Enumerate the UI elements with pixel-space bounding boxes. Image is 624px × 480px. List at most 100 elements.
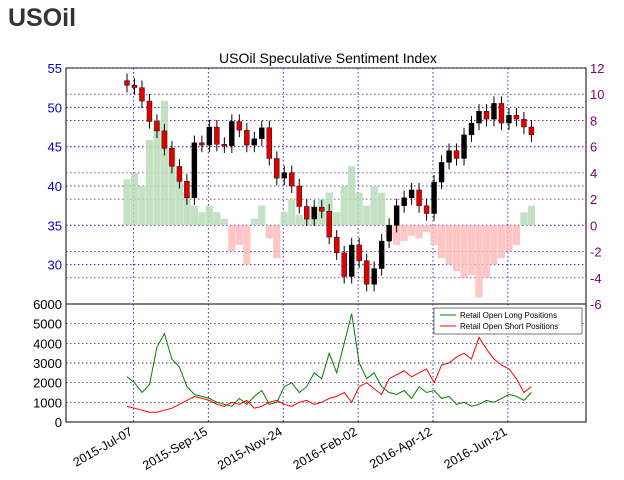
price-candle [348,244,355,277]
price-candle [498,103,505,124]
price-candle [161,130,168,149]
ssi-axis-tick-label: 6 [590,140,597,155]
ssi-bar [430,225,438,245]
ssi-bar [378,192,386,226]
price-candle [333,236,340,254]
ssi-bar [393,225,401,245]
positions-axis-tick-label: 6000 [33,297,62,312]
ssi-bar [505,225,513,252]
price-candle [401,197,407,206]
price-candle [289,172,295,187]
price-candle [131,85,138,88]
price-candle [483,111,490,120]
price-candle [319,207,325,212]
ssi-bar [280,212,288,226]
ssi-bar [482,225,491,278]
ssi-bar [348,166,356,226]
date-axis-tick-label: 2015-Nov-24 [215,424,285,472]
ssi-bar [265,225,273,239]
ssi-bar [340,186,348,226]
ssi-axis-tick-label: -4 [590,271,602,286]
chart-title: USOil Speculative Sentiment Index [219,50,437,66]
price-candle [191,142,198,199]
ssi-bar [295,214,303,226]
price-candle [416,189,422,206]
price-axis-tick-label: 50 [48,100,62,115]
page-title: USOil [8,4,77,32]
positions-legend: Retail Open Long Positions Retail Open S… [433,307,583,335]
ssi-bar [130,172,139,226]
price-candle [513,114,520,120]
price-candle [206,126,213,146]
price-candle [304,206,310,220]
ssi-bar [138,186,146,226]
date-axis-tick-label: 2016-Apr-12 [367,424,434,471]
ssi-axis-tick-label: 0 [590,218,597,233]
price-candle [356,244,362,261]
price-candle [124,80,130,86]
price-candles [124,73,535,292]
position-lines [126,313,532,413]
ssi-bar [445,225,453,265]
ssi-bar [460,225,468,278]
ssi-bar [273,225,281,259]
positions-axis-tick-label: 1000 [33,395,62,410]
date-axis-tick-label: 2016-Jun-21 [442,424,510,471]
positions-axis-ticks: 0 1000 2000 3000 4000 5000 6000 [33,297,62,430]
price-candle [393,205,400,226]
ssi-bar [467,225,476,276]
ssi-bar [205,205,213,226]
price-axis-tick-label: 30 [48,258,62,273]
price-candle [139,87,145,102]
ssi-bar [370,186,378,226]
positions-axis-tick-label: 5000 [33,317,62,332]
price-candle [423,205,430,214]
ssi-bar [160,100,169,226]
ssi-bar [168,146,176,226]
price-candle [154,121,160,132]
date-axis-tick-label: 2016-Feb-02 [291,424,360,472]
price-candle [176,166,183,182]
ssi-axis-tick-label: 10 [590,87,604,102]
date-axis-tick-label: 2015-Sep-15 [140,424,210,472]
legend-label-short: Retail Open Short Positions [460,322,558,331]
price-candle [371,268,377,285]
price-candle [259,127,265,140]
price-candle [408,189,415,199]
series-line-long [126,313,532,407]
price-candle [326,210,332,238]
ssi-bar [490,225,498,265]
ssi-bar [198,212,206,226]
price-candle [438,162,445,183]
price-axis-ticks: 30 35 40 45 50 55 [48,61,62,273]
ssi-bar [355,192,363,226]
price-candle [169,148,175,167]
ssi-bar [175,179,184,226]
price-candle [266,127,272,159]
price-candle [251,138,258,146]
price-candle [236,121,243,131]
ssi-bar [520,212,528,226]
price-candle [461,134,467,159]
price-candle [311,207,317,220]
ssi-axis-ticks: -6 -4 -2 0 2 4 6 8 10 12 [590,61,604,312]
price-candle [453,150,460,159]
ssi-axis-tick-label: -6 [590,297,602,312]
ssi-bar [437,225,446,259]
ssi-bar [452,225,461,272]
ssi-bar [183,192,191,226]
series-line-short [126,336,532,413]
price-candle [296,185,302,207]
price-candle [491,103,497,120]
ssi-bar [400,225,408,242]
ssi-bar [243,225,251,265]
price-candle [363,260,370,285]
ssi-bar [363,205,371,226]
price-candle [521,118,527,128]
price-candle [528,126,535,136]
ssi-bar [153,120,161,226]
positions-axis-tick-label: 3000 [33,356,62,371]
ssi-bar [415,225,423,239]
price-candle [341,252,347,277]
